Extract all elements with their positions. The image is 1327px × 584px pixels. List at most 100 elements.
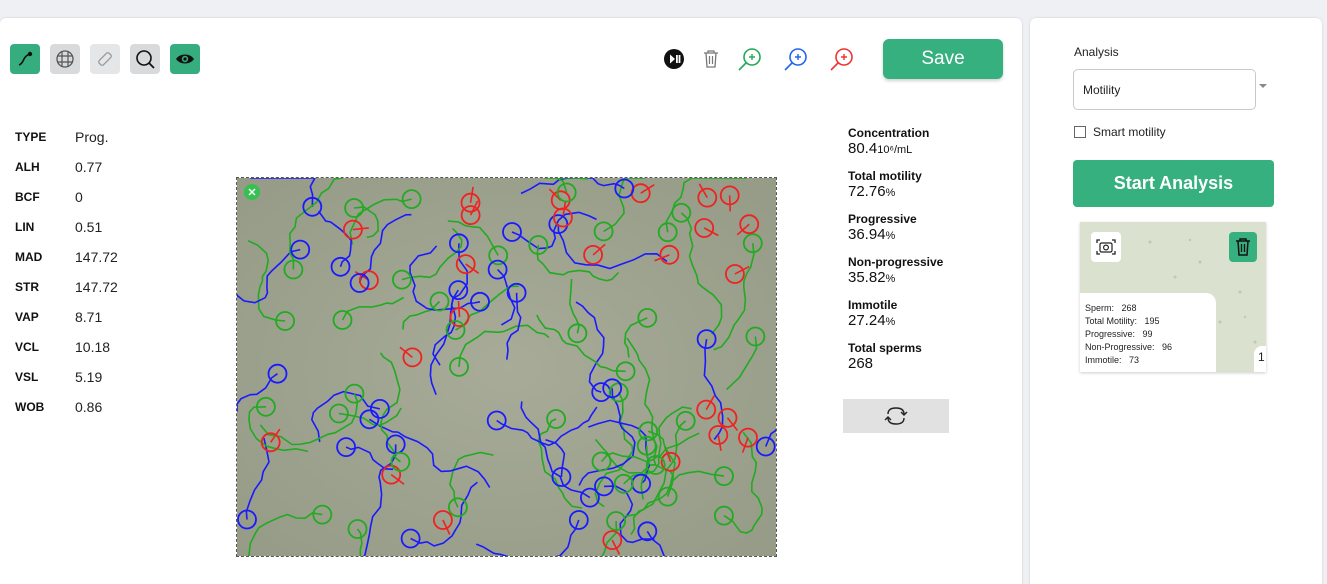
sperm-marker[interactable] <box>470 291 490 312</box>
sperm-marker[interactable] <box>551 467 572 487</box>
delete-thumbnail-button[interactable] <box>1229 232 1257 262</box>
sperm-marker[interactable] <box>659 244 680 265</box>
sperm-marker[interactable] <box>349 273 370 293</box>
sperm-marker[interactable] <box>381 464 402 485</box>
sperm-marker[interactable] <box>329 403 349 424</box>
sperm-marker[interactable] <box>568 510 589 530</box>
sperm-marker[interactable] <box>696 399 717 420</box>
sperm-marker[interactable] <box>267 363 288 384</box>
sperm-marker[interactable] <box>260 432 281 453</box>
sperm-marker[interactable] <box>724 264 745 284</box>
sperm-marker[interactable] <box>344 383 365 404</box>
sperm-marker[interactable] <box>344 198 364 218</box>
sperm-marker[interactable] <box>591 451 612 472</box>
chevron-down-icon[interactable] <box>1259 84 1267 88</box>
sperm-marker[interactable] <box>594 476 614 497</box>
sperm-marker[interactable] <box>697 187 718 208</box>
capture-button[interactable] <box>1091 232 1121 262</box>
sperm-marker[interactable] <box>657 222 678 243</box>
sperm-marker[interactable] <box>614 178 635 199</box>
sperm-marker[interactable] <box>660 451 681 472</box>
sperm-marker[interactable] <box>460 192 481 213</box>
sperm-marker[interactable] <box>432 510 453 530</box>
sperm-marker[interactable] <box>579 487 600 508</box>
sperm-marker[interactable] <box>717 407 738 428</box>
save-button[interactable]: Save <box>883 39 1003 79</box>
sperm-marker[interactable] <box>694 218 715 238</box>
sperm-marker[interactable] <box>275 311 295 331</box>
grid-tool-button[interactable] <box>50 44 80 74</box>
sperm-marker[interactable] <box>487 259 508 280</box>
sperm-marker[interactable] <box>312 504 333 525</box>
sperm-marker[interactable] <box>486 410 507 431</box>
analysis-thumbnail[interactable]: Sperm: 268 Total Motility: 195 Progressive… <box>1080 222 1266 372</box>
sperm-marker[interactable] <box>675 410 696 431</box>
magnify-tool-button[interactable] <box>130 44 160 74</box>
ruler-tool-button[interactable] <box>90 44 120 74</box>
sperm-marker[interactable] <box>359 409 380 430</box>
sperm-marker[interactable] <box>739 214 760 235</box>
analysis-select[interactable]: Motility <box>1073 69 1256 110</box>
eye-tool-button[interactable] <box>170 44 200 74</box>
add-immotile-button[interactable] <box>829 46 855 72</box>
sperm-marker[interactable] <box>714 466 734 487</box>
sperm-marker[interactable] <box>448 233 469 254</box>
sperm-marker[interactable] <box>593 221 614 242</box>
sperm-marker[interactable] <box>602 530 623 551</box>
sperm-marker[interactable] <box>369 398 390 419</box>
sperm-marker[interactable] <box>343 219 363 240</box>
sperm-marker[interactable] <box>506 282 527 303</box>
sperm-marker[interactable] <box>602 378 623 399</box>
sperm-marker[interactable] <box>637 521 658 542</box>
refresh-button[interactable] <box>843 399 949 433</box>
sperm-marker[interactable] <box>332 310 353 330</box>
sperm-marker[interactable] <box>400 528 421 549</box>
sperm-marker[interactable] <box>583 245 604 265</box>
sperm-marker[interactable] <box>745 326 766 347</box>
sperm-marker[interactable] <box>567 323 588 344</box>
sperm-marker[interactable] <box>445 320 466 340</box>
sperm-marker[interactable] <box>719 185 740 206</box>
sperm-marker[interactable] <box>738 427 758 448</box>
sperm-marker[interactable] <box>548 214 569 234</box>
sperm-marker[interactable] <box>552 207 573 228</box>
sperm-marker[interactable] <box>358 270 379 291</box>
sperm-marker[interactable] <box>502 222 522 242</box>
play-pause-button[interactable] <box>661 46 687 72</box>
sperm-marker[interactable] <box>615 361 636 382</box>
sperm-marker[interactable] <box>460 205 481 225</box>
sperm-marker[interactable] <box>237 509 257 530</box>
sperm-marker[interactable] <box>556 182 577 203</box>
sperm-marker[interactable] <box>302 196 323 217</box>
sperm-marker[interactable] <box>449 356 469 377</box>
delete-track-button[interactable] <box>698 46 724 72</box>
sperm-marker[interactable] <box>613 473 634 494</box>
sperm-marker[interactable] <box>713 505 734 526</box>
sperm-marker[interactable] <box>645 455 666 475</box>
sperm-marker[interactable] <box>429 291 450 312</box>
microscope-image[interactable] <box>236 177 777 557</box>
sperm-marker[interactable] <box>488 245 509 266</box>
sperm-marker[interactable] <box>671 202 692 223</box>
track-tool-button[interactable] <box>10 44 40 74</box>
sperm-marker[interactable] <box>347 519 368 539</box>
sperm-marker[interactable] <box>638 421 659 442</box>
sperm-marker[interactable] <box>390 451 411 472</box>
sperm-marker[interactable] <box>657 486 678 507</box>
sperm-marker[interactable] <box>708 425 729 445</box>
add-nonprogressive-button[interactable] <box>783 46 809 72</box>
add-progressive-button[interactable] <box>737 46 763 72</box>
start-analysis-button[interactable]: Start Analysis <box>1073 160 1274 207</box>
sperm-marker[interactable] <box>401 189 422 210</box>
sperm-marker[interactable] <box>283 259 304 280</box>
sperm-marker[interactable] <box>636 435 657 456</box>
smart-motility-checkbox[interactable] <box>1074 126 1086 138</box>
sperm-marker[interactable] <box>455 254 476 274</box>
sperm-marker[interactable] <box>330 256 351 277</box>
sperm-marker[interactable] <box>255 396 276 417</box>
sperm-marker[interactable] <box>696 329 717 350</box>
sperm-marker[interactable] <box>448 280 469 300</box>
sperm-marker[interactable] <box>755 436 776 457</box>
sperm-marker[interactable] <box>528 235 549 255</box>
sperm-marker[interactable] <box>546 409 567 429</box>
